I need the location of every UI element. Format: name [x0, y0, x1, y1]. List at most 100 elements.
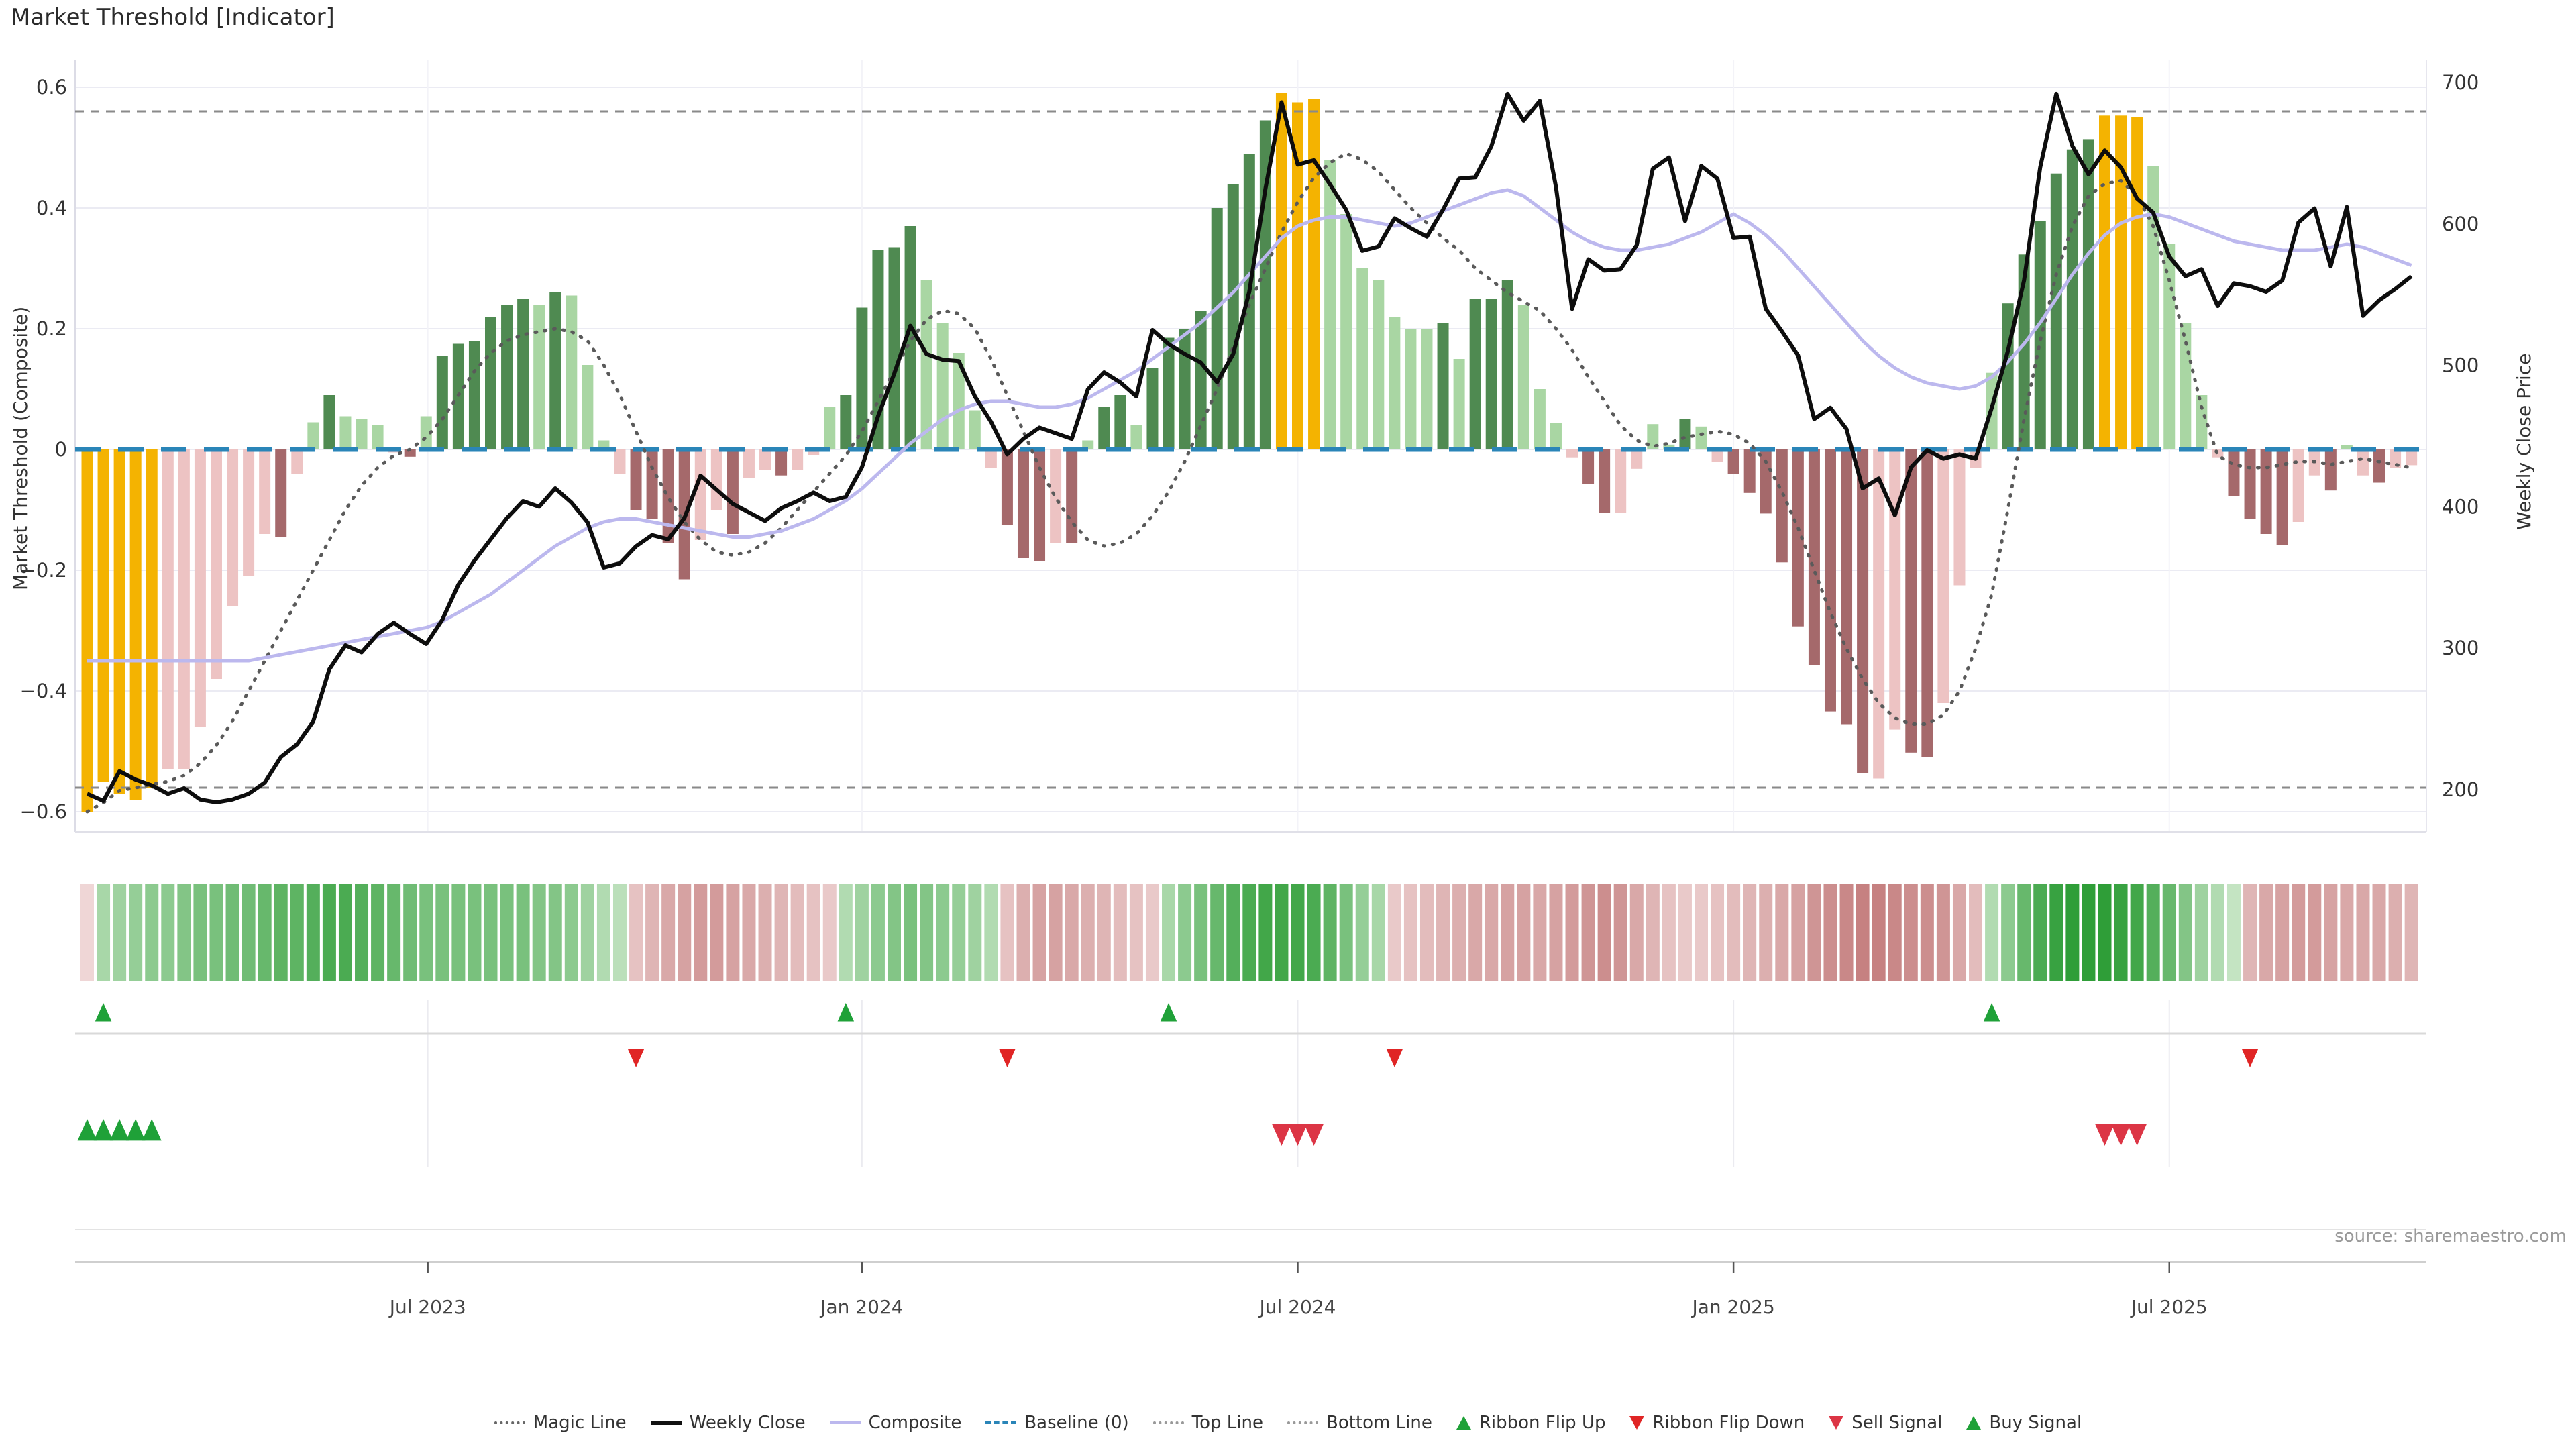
solid-thick-line-icon: [650, 1421, 682, 1425]
ribbon-flip-up-marker: [837, 1003, 855, 1022]
threshold-bar: [1663, 444, 1675, 449]
ribbon-cell: [1081, 884, 1095, 981]
buy-signal-marker: [77, 1119, 97, 1141]
ribbon-cell: [290, 884, 304, 981]
ribbon-cell: [1323, 884, 1337, 981]
threshold-bar: [485, 317, 496, 449]
ribbon-cell: [1178, 884, 1192, 981]
threshold-bar: [1905, 449, 1917, 753]
legend-item-composite[interactable]: Composite: [829, 1413, 961, 1433]
threshold-bar: [1566, 449, 1578, 458]
ribbon-cell: [97, 884, 111, 981]
threshold-bar: [710, 449, 722, 510]
ribbon-cell: [1613, 884, 1627, 981]
ribbon-cell: [2130, 884, 2144, 981]
ribbon-cell: [1339, 884, 1353, 981]
legend-item-label: Top Line: [1191, 1413, 1263, 1433]
ribbon-cell: [2114, 884, 2128, 981]
threshold-bar: [2034, 221, 2046, 449]
threshold-bar: [582, 365, 594, 449]
sell-signal-marker: [2111, 1124, 2131, 1146]
ribbon-cell: [2226, 884, 2241, 981]
threshold-bar: [404, 449, 416, 457]
ribbon-cell: [645, 884, 659, 981]
ribbon-cell: [580, 884, 594, 981]
ribbon-cell: [726, 884, 740, 981]
threshold-bar: [2276, 449, 2288, 545]
left-tick-label: −0.6: [20, 800, 67, 823]
threshold-bar: [1582, 449, 1595, 484]
ribbon-cell: [2194, 884, 2208, 981]
threshold-bar: [259, 449, 271, 534]
legend-item-label: Ribbon Flip Down: [1652, 1413, 1805, 1433]
threshold-bar: [2228, 449, 2240, 496]
threshold-bar: [2099, 115, 2110, 450]
threshold-bar: [1953, 449, 1966, 586]
ribbon-cell: [1549, 884, 1563, 981]
ribbon-cell: [968, 884, 982, 981]
triangle-up-icon: [1966, 1416, 1982, 1430]
legend-item-bottom-line[interactable]: Bottom Line: [1287, 1413, 1432, 1433]
left-tick-label: 0.4: [36, 197, 67, 219]
magic-line: [85, 152, 2414, 814]
ribbon-cell: [612, 884, 627, 981]
ribbon-cell: [1162, 884, 1176, 981]
ribbon-cell: [1727, 884, 1741, 981]
legend-item-sell-signal[interactable]: Sell Signal: [1829, 1413, 1942, 1433]
left-tick-label: −0.2: [20, 559, 67, 582]
ribbon-flip-down-marker: [627, 1049, 645, 1067]
threshold-bar: [1921, 449, 1933, 757]
legend-item-weekly-close[interactable]: Weekly Close: [650, 1413, 806, 1433]
threshold-bar: [372, 425, 384, 449]
right-tick-label: 700: [2442, 71, 2479, 94]
ribbon-cell: [822, 884, 837, 981]
threshold-bar: [549, 292, 561, 449]
threshold-bar: [1776, 449, 1788, 563]
ribbon-cell: [694, 884, 708, 981]
threshold-bar: [1179, 329, 1191, 449]
threshold-bar: [694, 449, 706, 540]
threshold-bar: [243, 449, 255, 576]
threshold-bar: [2260, 449, 2272, 534]
ribbon-cell: [1452, 884, 1466, 981]
ribbon-cell: [1872, 884, 1886, 981]
legend-item-buy-signal[interactable]: Buy Signal: [1966, 1413, 2082, 1433]
threshold-bar: [1243, 154, 1255, 449]
threshold-bar: [1130, 425, 1142, 449]
threshold-bar: [1792, 449, 1804, 627]
ribbon-cell: [2017, 884, 2031, 981]
ribbon-cell: [241, 884, 256, 981]
ribbon-cell: [1839, 884, 1854, 981]
threshold-bar: [2163, 244, 2176, 449]
ribbon-cell: [1387, 884, 1401, 981]
ribbon-cell: [1275, 884, 1289, 981]
sell-signal-marker: [1288, 1124, 1307, 1146]
ribbon-cell: [2404, 884, 2418, 981]
ribbon-cell: [1485, 884, 1499, 981]
legend-item-ribbon-flip-up[interactable]: Ribbon Flip Up: [1456, 1413, 1605, 1433]
threshold-bar: [759, 449, 771, 470]
ribbon-cell: [484, 884, 498, 981]
ribbon-cell: [806, 884, 820, 981]
right-tick-label: 600: [2442, 213, 2479, 235]
ribbon-cell: [451, 884, 466, 981]
ribbon-cell: [258, 884, 272, 981]
legend-item-top-line[interactable]: Top Line: [1152, 1413, 1263, 1433]
legend-item-ribbon-flip-down[interactable]: Ribbon Flip Down: [1629, 1413, 1805, 1433]
ribbon-cell: [2292, 884, 2306, 981]
ribbon-cell: [500, 884, 514, 981]
legend-item-magic-line[interactable]: Magic Line: [494, 1413, 627, 1433]
buy-signal-marker: [109, 1119, 129, 1141]
ribbon-cell: [710, 884, 724, 981]
threshold-bar: [1340, 214, 1352, 449]
ribbon-cell: [1065, 884, 1079, 981]
ribbon-cell: [1629, 884, 1644, 981]
threshold-bar: [1599, 449, 1611, 513]
ribbon-cell: [2372, 884, 2386, 981]
ribbon-cell: [1145, 884, 1159, 981]
ribbon-cell: [1468, 884, 1483, 981]
legend-item-baseline-0-[interactable]: Baseline (0): [985, 1413, 1129, 1433]
ribbon-cell: [2033, 884, 2047, 981]
threshold-bar: [1937, 449, 1949, 703]
buy-signal-marker: [125, 1119, 146, 1141]
